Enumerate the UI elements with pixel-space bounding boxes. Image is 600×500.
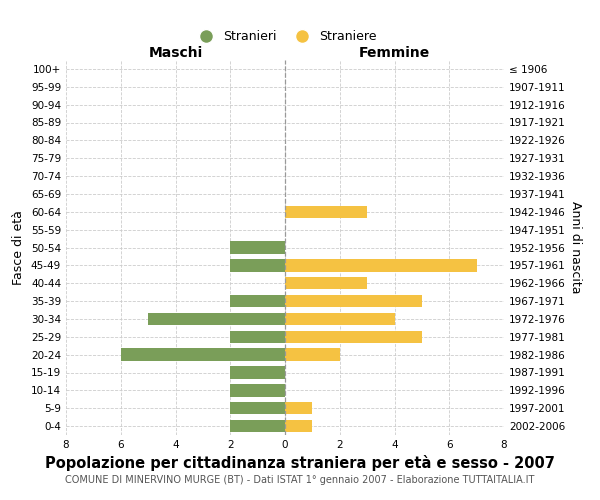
Bar xyxy=(285,402,313,414)
Text: Maschi: Maschi xyxy=(148,46,203,60)
Bar xyxy=(230,402,285,414)
Bar xyxy=(230,259,285,272)
Bar xyxy=(285,295,422,308)
Y-axis label: Fasce di età: Fasce di età xyxy=(13,210,25,285)
Bar xyxy=(230,384,285,396)
Bar xyxy=(285,206,367,218)
Bar xyxy=(285,312,395,325)
Text: COMUNE DI MINERVINO MURGE (BT) - Dati ISTAT 1° gennaio 2007 - Elaborazione TUTTA: COMUNE DI MINERVINO MURGE (BT) - Dati IS… xyxy=(65,475,535,485)
Bar xyxy=(285,277,367,289)
Y-axis label: Anni di nascita: Anni di nascita xyxy=(569,201,582,294)
Bar xyxy=(285,348,340,361)
Bar xyxy=(230,295,285,308)
Bar xyxy=(230,420,285,432)
Text: Popolazione per cittadinanza straniera per età e sesso - 2007: Popolazione per cittadinanza straniera p… xyxy=(45,455,555,471)
Bar xyxy=(230,330,285,343)
Bar xyxy=(285,259,476,272)
Legend: Stranieri, Straniere: Stranieri, Straniere xyxy=(188,25,382,48)
Bar xyxy=(230,242,285,254)
Text: Femmine: Femmine xyxy=(359,46,430,60)
Bar xyxy=(148,312,285,325)
Bar xyxy=(230,366,285,379)
Bar xyxy=(285,420,313,432)
Bar xyxy=(285,330,422,343)
Bar xyxy=(121,348,285,361)
